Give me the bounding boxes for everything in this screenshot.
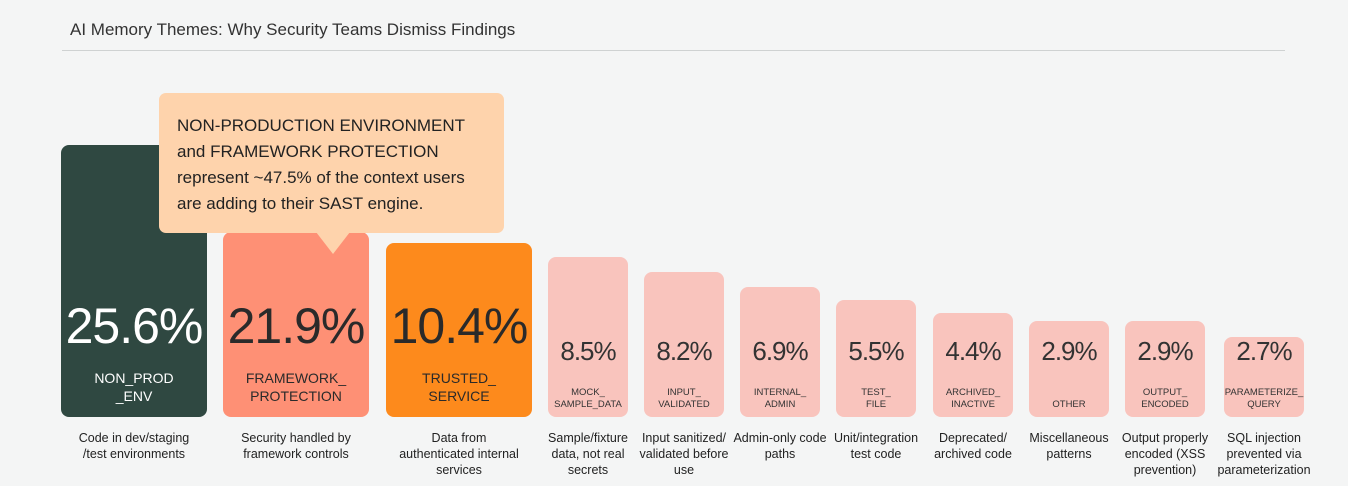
bar-category-label: INPUT_ VALIDATED <box>658 387 710 411</box>
bar-value-label: 25.6% <box>65 298 204 354</box>
bar-description: Code in dev/staging /test environments <box>78 431 190 461</box>
bar-category-label: OUTPUT_ ENCODED <box>1141 387 1189 411</box>
bar-description: Deprecated/ archived code <box>934 431 1012 461</box>
bar-category-label: TEST_ FILE <box>861 387 891 411</box>
bar-parameterize-query: 2.7% PARAMETERIZE_ QUERY <box>1224 336 1304 417</box>
bar-archived-inactive: 4.4% ARCHIVED_ INACTIVE <box>933 313 1013 417</box>
bar-category-label: ARCHIVED_ INACTIVE <box>945 387 1001 411</box>
bar-value-label: 6.9% <box>752 336 808 366</box>
bar-value-label: 5.5% <box>848 336 904 366</box>
bar-value-label: 2.9% <box>1137 336 1193 366</box>
bar-description: Sample/fixture data, not real secrets <box>548 431 628 477</box>
bar-other: 2.9% OTHER <box>1029 321 1109 417</box>
bar-value-label: 4.4% <box>945 336 1001 366</box>
bar-category-label: INTERNAL_ ADMIN <box>753 387 807 411</box>
bar-value-label: 10.4% <box>390 298 529 354</box>
bar-value-label: 8.2% <box>656 336 712 366</box>
annotation-callout: NON-PRODUCTION ENVIRONMENT and FRAMEWORK… <box>159 93 504 233</box>
bar-framework-protection: 21.9% FRAMEWORK_ PROTECTION <box>223 232 369 417</box>
bar-value-label: 8.5% <box>560 336 616 366</box>
bar-value-label: 21.9% <box>227 298 366 354</box>
bar-description: Security handled by framework controls <box>241 431 351 461</box>
bar-description: Input sanitized/ validated before use <box>639 431 729 477</box>
bar-output-encoded: 2.9% OUTPUT_ ENCODED <box>1125 321 1205 417</box>
bar-category-label: FRAMEWORK_ PROTECTION <box>245 370 347 404</box>
bar-trusted-service: 10.4% TRUSTED_ SERVICE <box>386 243 532 417</box>
title-divider <box>62 50 1285 51</box>
bar-mock-sample-data: 8.5% MOCK_ SAMPLE_DATA <box>548 257 628 417</box>
bar-description: Miscellaneous patterns <box>1029 431 1109 461</box>
bar-category-label: MOCK_ SAMPLE_DATA <box>554 387 622 411</box>
bar-description: Admin-only code paths <box>733 431 827 461</box>
bar-description: Data from authenticated internal service… <box>399 431 519 477</box>
bar-description: Unit/integration test code <box>833 431 919 461</box>
bar-input-validated: 8.2% INPUT_ VALIDATED <box>644 272 724 417</box>
chart-title: AI Memory Themes: Why Security Teams Dis… <box>70 20 516 39</box>
bar-value-label: 2.7% <box>1236 336 1292 366</box>
bar-description: Output properly encoded (XSS prevention) <box>1121 431 1209 477</box>
bar-category-label: PARAMETERIZE_ QUERY <box>1224 387 1304 411</box>
bar-category-label: OTHER <box>1052 399 1086 411</box>
bar-category-label: TRUSTED_ SERVICE <box>422 370 496 404</box>
bar-category-label: NON_PROD _ENV <box>94 370 174 404</box>
bar-value-label: 2.9% <box>1041 336 1097 366</box>
callout-pointer <box>316 232 350 254</box>
bar-internal-admin: 6.9% INTERNAL_ ADMIN <box>740 287 820 417</box>
bar-test-file: 5.5% TEST_ FILE <box>836 300 916 417</box>
bar-description: SQL injection prevented via parameteriza… <box>1217 431 1311 477</box>
